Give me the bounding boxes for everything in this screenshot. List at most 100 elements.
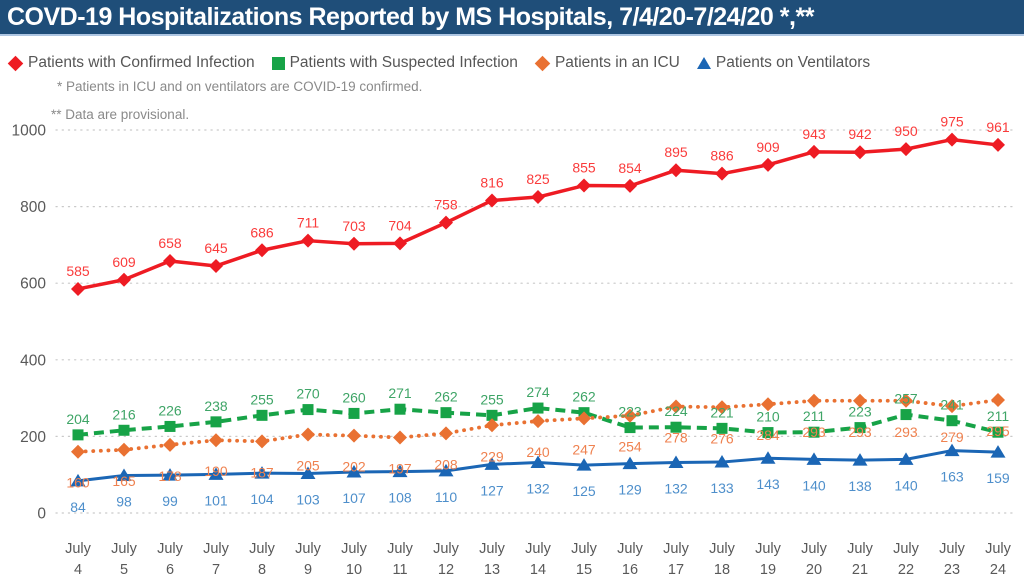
svg-text:84: 84 bbox=[70, 499, 86, 515]
svg-text:975: 975 bbox=[940, 114, 964, 130]
svg-text:262: 262 bbox=[572, 389, 596, 405]
svg-text:July: July bbox=[571, 541, 598, 557]
svg-text:208: 208 bbox=[434, 456, 458, 472]
svg-text:800: 800 bbox=[20, 199, 46, 216]
svg-text:295: 295 bbox=[986, 423, 1010, 439]
svg-text:140: 140 bbox=[894, 477, 918, 493]
svg-text:103: 103 bbox=[296, 492, 320, 508]
svg-text:241: 241 bbox=[940, 397, 964, 413]
svg-text:0: 0 bbox=[37, 506, 46, 523]
svg-text:132: 132 bbox=[664, 480, 688, 496]
svg-text:24: 24 bbox=[990, 562, 1006, 578]
svg-text:10: 10 bbox=[346, 562, 362, 578]
svg-text:961: 961 bbox=[986, 119, 1010, 135]
chart-title-bar: COVD-19 Hospitalizations Reported by MS … bbox=[0, 0, 1024, 36]
svg-text:104: 104 bbox=[250, 491, 274, 507]
svg-text:270: 270 bbox=[296, 386, 320, 402]
svg-text:21: 21 bbox=[852, 562, 868, 578]
svg-text:247: 247 bbox=[572, 441, 596, 457]
svg-text:758: 758 bbox=[434, 197, 458, 213]
svg-text:278: 278 bbox=[664, 430, 688, 446]
svg-text:107: 107 bbox=[342, 490, 366, 506]
svg-text:22: 22 bbox=[898, 562, 914, 578]
svg-text:223: 223 bbox=[848, 404, 872, 420]
svg-text:July: July bbox=[387, 541, 414, 557]
svg-text:98: 98 bbox=[116, 493, 132, 509]
svg-text:132: 132 bbox=[526, 480, 550, 496]
footnote-icu-confirmed: * Patients in ICU and on ventilators are… bbox=[57, 79, 423, 94]
svg-text:July: July bbox=[709, 541, 736, 557]
svg-text:855: 855 bbox=[572, 160, 596, 176]
svg-text:943: 943 bbox=[802, 126, 826, 142]
svg-text:125: 125 bbox=[572, 483, 596, 499]
svg-text:609: 609 bbox=[112, 254, 136, 270]
svg-text:19: 19 bbox=[760, 562, 776, 578]
svg-text:200: 200 bbox=[20, 429, 46, 446]
svg-text:279: 279 bbox=[940, 429, 964, 445]
svg-text:127: 127 bbox=[480, 482, 504, 498]
svg-text:645: 645 bbox=[204, 240, 228, 256]
svg-text:143: 143 bbox=[756, 476, 780, 492]
footnote-provisional: ** Data are provisional. bbox=[51, 107, 190, 122]
svg-text:400: 400 bbox=[20, 352, 46, 369]
orange-diamond-icon bbox=[534, 55, 551, 71]
svg-text:226: 226 bbox=[158, 402, 182, 418]
svg-text:July: July bbox=[801, 541, 828, 557]
legend-item-icu: Patients in an ICU bbox=[534, 54, 680, 72]
legend-label-icu: Patients in an ICU bbox=[554, 54, 680, 71]
svg-text:110: 110 bbox=[435, 489, 458, 505]
legend: Patients with Confirmed Infection Patien… bbox=[7, 52, 870, 74]
svg-text:4: 4 bbox=[74, 562, 82, 578]
svg-text:211: 211 bbox=[803, 408, 826, 424]
svg-text:July: July bbox=[203, 541, 230, 557]
svg-text:284: 284 bbox=[756, 427, 780, 443]
svg-text:11: 11 bbox=[392, 562, 407, 578]
svg-text:17: 17 bbox=[668, 562, 684, 578]
svg-text:190: 190 bbox=[204, 463, 228, 479]
svg-text:260: 260 bbox=[342, 389, 366, 405]
svg-text:178: 178 bbox=[158, 468, 182, 484]
svg-text:238: 238 bbox=[204, 398, 228, 414]
legend-item-ventilators: Patients on Ventilators bbox=[696, 54, 870, 72]
svg-text:293: 293 bbox=[894, 424, 918, 440]
svg-text:257: 257 bbox=[894, 391, 918, 407]
svg-text:6: 6 bbox=[166, 562, 174, 578]
svg-text:216: 216 bbox=[112, 406, 136, 422]
svg-text:703: 703 bbox=[342, 218, 366, 234]
svg-text:704: 704 bbox=[388, 217, 412, 233]
svg-text:950: 950 bbox=[894, 123, 918, 139]
svg-text:138: 138 bbox=[848, 478, 872, 494]
svg-text:255: 255 bbox=[250, 391, 274, 407]
blue-triangle-icon bbox=[696, 57, 711, 69]
svg-text:204: 204 bbox=[66, 411, 90, 427]
svg-text:159: 159 bbox=[986, 470, 1010, 486]
legend-label-confirmed: Patients with Confirmed Infection bbox=[28, 54, 255, 71]
svg-text:129: 129 bbox=[618, 482, 642, 498]
svg-text:15: 15 bbox=[576, 562, 592, 578]
svg-text:658: 658 bbox=[158, 235, 182, 251]
svg-text:12: 12 bbox=[438, 562, 454, 578]
svg-text:255: 255 bbox=[480, 391, 504, 407]
svg-text:816: 816 bbox=[480, 174, 504, 190]
svg-text:14: 14 bbox=[530, 562, 546, 578]
svg-text:July: July bbox=[617, 541, 644, 557]
svg-text:909: 909 bbox=[756, 139, 780, 155]
svg-text:133: 133 bbox=[710, 480, 734, 496]
svg-text:585: 585 bbox=[66, 263, 90, 279]
svg-text:101: 101 bbox=[204, 492, 228, 508]
svg-text:23: 23 bbox=[944, 562, 960, 578]
legend-item-suspected: Patients with Suspected Infection bbox=[271, 54, 518, 72]
svg-text:July: July bbox=[755, 541, 782, 557]
svg-text:886: 886 bbox=[710, 148, 734, 164]
svg-text:July: July bbox=[525, 541, 552, 557]
svg-text:221: 221 bbox=[710, 404, 734, 420]
svg-text:240: 240 bbox=[526, 444, 550, 460]
svg-text:July: July bbox=[893, 541, 920, 557]
svg-text:202: 202 bbox=[342, 459, 366, 475]
svg-text:825: 825 bbox=[526, 171, 550, 187]
svg-text:197: 197 bbox=[388, 461, 412, 477]
svg-text:July: July bbox=[985, 541, 1012, 557]
svg-text:271: 271 bbox=[388, 385, 412, 401]
svg-text:274: 274 bbox=[526, 384, 550, 400]
